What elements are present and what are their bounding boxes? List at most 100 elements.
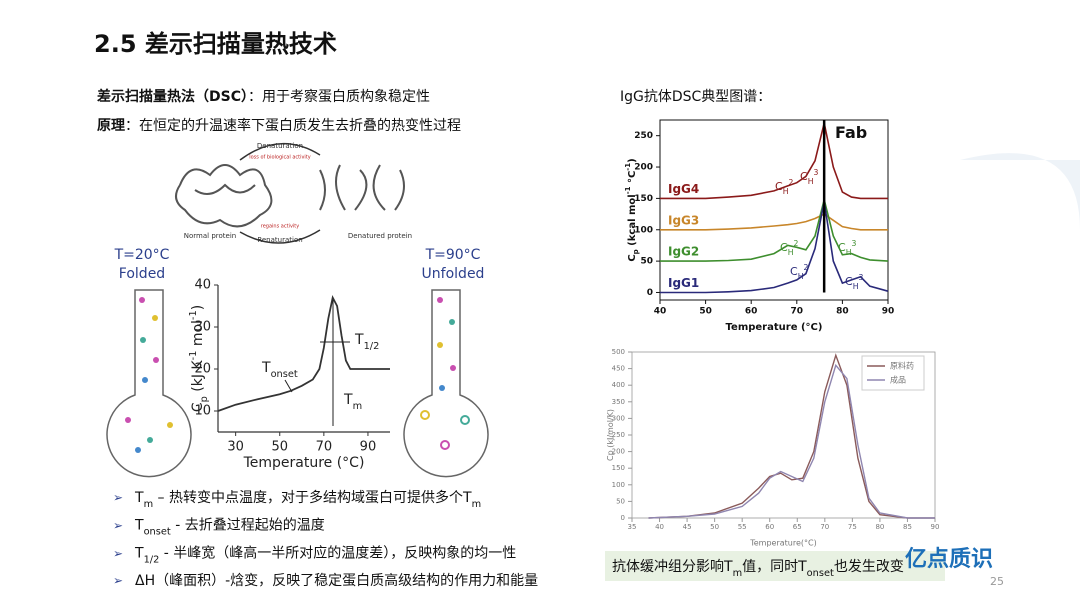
- folded-protein: [175, 164, 273, 228]
- text-segment: ): [627, 158, 638, 163]
- x-tick-label: 50: [271, 440, 288, 455]
- x-tick-label: 90: [882, 307, 895, 317]
- series-line: [217, 294, 390, 412]
- bullet: Tm – 热转变中点温度，对于多结构域蛋白可提供多个Tm: [134, 489, 481, 510]
- folded-protein: [194, 183, 256, 195]
- x-tick-label: 60: [745, 307, 758, 317]
- flask-state: Folded: [119, 266, 165, 282]
- text-segment: - 去折叠过程起始的温度: [171, 518, 325, 534]
- x-tick-label: 75: [848, 523, 857, 531]
- series-line: [648, 353, 935, 519]
- caption: 抗体缓冲组分影响Tm值，同时Tonset也发生改变: [612, 559, 904, 579]
- annotation: CH2: [775, 178, 793, 196]
- text-segment: 3: [851, 239, 856, 248]
- y-tick-label: 0: [621, 514, 625, 522]
- page-number: 25: [990, 575, 1004, 588]
- legend-label: 原料药: [890, 361, 914, 371]
- text-segment: – 热转变中点温度，对于多结构域蛋白可提供多个T: [153, 489, 472, 506]
- intro-line: 原理：在恒定的升温速率下蛋白质发生去折叠的热变性过程: [97, 117, 461, 134]
- text-segment: T: [134, 490, 144, 506]
- series-line: [660, 122, 888, 200]
- y-tick-label: 300: [612, 414, 625, 422]
- bullet: ΔH（峰面积）-焓变，反映了稳定蛋白质高级结构的作用力和能量: [135, 572, 538, 589]
- text-segment: C: [800, 170, 808, 183]
- y-tick-label: 450: [612, 365, 625, 373]
- x-axis-title: Temperature (°C): [243, 455, 365, 471]
- y-tick-label: 150: [634, 194, 653, 204]
- text-segment: 抗体缓冲组分影响T: [612, 559, 733, 575]
- text-segment: 2: [793, 239, 798, 248]
- y-tick-label: 20: [194, 362, 211, 377]
- bullet-marker: ➢: [113, 519, 123, 533]
- x-tick-label: 85: [903, 523, 912, 531]
- y-tick-label: 250: [634, 131, 653, 141]
- y-tick-label: 500: [612, 348, 625, 356]
- legend-label: 成品: [890, 375, 906, 385]
- text-segment: 2: [803, 263, 808, 272]
- x-axis-title: Temperature (°C): [726, 322, 823, 333]
- flask-right: [403, 289, 489, 478]
- text-segment: C: [627, 254, 638, 261]
- text-segment: H: [783, 187, 789, 196]
- annotation: CH2: [790, 263, 808, 281]
- slide-title: 2.5 差示扫描量热技术: [94, 30, 337, 58]
- plot-frame: [659, 119, 889, 301]
- x-tick-label: 70: [791, 307, 804, 317]
- text-segment: 值，同时T: [742, 559, 807, 575]
- x-tick-label: 70: [316, 440, 333, 455]
- flask-left: [106, 289, 192, 478]
- y-tick-label: 150: [612, 464, 625, 472]
- text-segment: T: [354, 332, 364, 348]
- diagram-label: Denaturation: [257, 142, 303, 150]
- text-segment: C: [838, 241, 846, 254]
- y-tick-label: 10: [194, 404, 211, 419]
- logo: 亿点质识: [905, 546, 993, 572]
- y-tick-label: 250: [612, 431, 625, 439]
- annotation: T1/2: [354, 332, 379, 352]
- text-segment: p: [199, 396, 210, 402]
- series-label: IgG3: [668, 213, 699, 227]
- text-segment: 原理: [97, 118, 125, 134]
- text-segment: 2: [788, 178, 793, 187]
- x-tick-label: 40: [655, 523, 664, 531]
- x-tick-label: 60: [765, 523, 774, 531]
- text-segment: 3: [813, 168, 818, 177]
- y-tick-label: 400: [612, 381, 625, 389]
- bullet-marker: ➢: [113, 547, 123, 561]
- series-line: [660, 201, 889, 294]
- chart-caption: IgG抗体DSC典型图谱：: [620, 89, 771, 105]
- arrow: [239, 229, 321, 244]
- x-tick-label: 90: [931, 523, 940, 531]
- x-tick-label: 40: [654, 307, 667, 317]
- series-label: IgG1: [668, 276, 699, 290]
- annotation: CH3: [800, 168, 818, 186]
- annotation: CH3: [845, 273, 863, 291]
- text-segment: onset: [807, 568, 834, 579]
- intro-line: 差示扫描量热法（DSC）：用于考察蛋白质构象稳定性: [97, 88, 430, 105]
- bullet: T1/2 - 半峰宽（峰高一半所对应的温度差），反映构象的均一性: [134, 544, 516, 565]
- text-segment: 1/2: [144, 554, 160, 565]
- text-segment: H: [808, 177, 814, 186]
- x-tick-label: 90: [360, 440, 377, 455]
- bullet-marker: ➢: [113, 574, 123, 588]
- series-line: [660, 213, 888, 231]
- text-segment: -1: [624, 186, 632, 194]
- y-axis-title: Cp (kJ/mol/K): [606, 409, 615, 461]
- text-segment: ：在恒定的升温速率下蛋白质发生去折叠的热变性过程: [125, 117, 461, 134]
- text-segment: ：用于考察蛋白质构象稳定性: [248, 88, 430, 105]
- y-tick-label: 0: [647, 288, 653, 298]
- text-segment: 3: [858, 273, 863, 282]
- x-axis-title: Temperature(°C): [749, 539, 817, 548]
- bullet-markers: ➢ ➢ ➢ ➢: [113, 491, 123, 588]
- text-segment: ΔH（峰面积）-焓变，反映了稳定蛋白质高级结构的作用力和能量: [135, 572, 538, 589]
- annotation: Tonset: [261, 360, 298, 380]
- bullet: Tonset - 去折叠过程起始的温度: [134, 518, 325, 538]
- text-segment: C: [775, 180, 783, 193]
- annotation: Fab: [835, 123, 867, 142]
- y-tick-label: 30: [194, 320, 211, 335]
- annotation: CH3: [838, 239, 856, 257]
- text-segment: p: [632, 249, 640, 254]
- text-segment: T: [134, 518, 144, 534]
- text-segment: 也发生改变: [834, 559, 904, 575]
